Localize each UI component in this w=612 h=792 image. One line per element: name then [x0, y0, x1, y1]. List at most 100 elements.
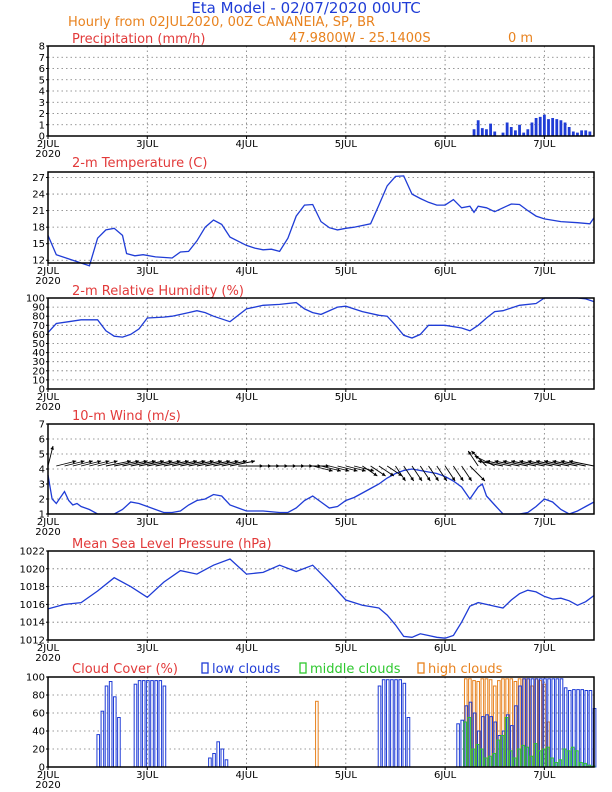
y-tick-label: 3: [39, 480, 45, 491]
y-tick-label: 3: [39, 98, 45, 109]
x-tick-label: 5JUL: [335, 139, 358, 150]
panel-frame: [47, 297, 595, 390]
wind-arrowhead: [337, 468, 341, 472]
panel-title: 2-m Relative Humidity (%): [72, 284, 244, 299]
y-tick-label: 24: [32, 190, 45, 201]
y-tick-label: 60: [32, 330, 45, 341]
x-tick-label: 4JUL: [235, 392, 258, 403]
wind-arrowhead: [353, 468, 358, 472]
legend-swatch: [299, 662, 307, 674]
wind-vector: [568, 460, 595, 467]
y-tick-label: 50: [32, 339, 45, 350]
y-tick-label: 0: [39, 132, 45, 143]
wind-vector: [196, 460, 222, 467]
wind-arrowhead: [176, 459, 181, 464]
y-tick-label: 100: [26, 673, 45, 684]
low-clouds-bar: [117, 717, 121, 768]
legend-label: low clouds: [212, 662, 281, 677]
wind-arrowhead: [72, 460, 77, 464]
wind-arrowhead: [435, 477, 439, 481]
y-tick-label: 40: [32, 727, 45, 738]
low-clouds-bar: [406, 717, 411, 768]
low-clouds-bar: [224, 759, 229, 768]
wind-arrowhead: [426, 477, 431, 481]
y-tick-label: 6: [39, 64, 45, 75]
x-tick-label: 2JUL: [37, 266, 60, 277]
wind-arrowhead: [113, 460, 118, 464]
x-tick-label: 6JUL: [434, 643, 457, 654]
chart-subtitle: Hourly from 02JUL2020, 00Z CANANEIA, SP,…: [68, 15, 375, 30]
x-tick-label: 3JUL: [136, 139, 159, 150]
wind-arrowhead: [443, 477, 447, 481]
wind-arrowhead: [218, 459, 222, 464]
wind-arrowhead: [345, 468, 350, 472]
x-tick-label: 7JUL: [533, 770, 556, 781]
wind-vector: [229, 460, 256, 467]
precip-bar: [472, 129, 476, 136]
wind-arrowhead: [328, 468, 333, 472]
wind-vector: [221, 460, 247, 467]
low-clouds-bar: [154, 680, 158, 768]
low-clouds-bar: [112, 696, 117, 768]
precip-bar: [547, 119, 550, 136]
wind-arrowhead: [478, 459, 482, 464]
x-year-label: 2020: [35, 653, 60, 664]
wind-arrowhead: [535, 459, 540, 464]
mslp-panel: 1012 1014 1016 1018 1020 1022 2JUL 3JUL 4JUL 5JUL…: [20, 537, 595, 664]
wind-arrowhead: [160, 459, 164, 464]
low-clouds-bar: [133, 683, 138, 768]
precip-bar: [514, 130, 517, 136]
low-clouds-bar: [104, 685, 109, 768]
legend-label: high clouds: [428, 662, 503, 677]
chart-title: Eta Model - 02/07/2020 00UTC: [191, 0, 420, 17]
low-clouds-bar: [390, 679, 394, 768]
wind-arrowhead: [373, 472, 378, 476]
y-tick-label: 15: [32, 239, 45, 250]
low-clouds-bar: [551, 678, 556, 768]
panel-frame: [47, 676, 595, 768]
wind-arrowhead: [494, 459, 499, 464]
low-clouds-bar: [394, 679, 398, 768]
wind-arrowhead: [418, 477, 422, 481]
wind-vector: [511, 460, 537, 467]
wind-arrowhead: [151, 459, 156, 464]
x-year-label: 2020: [35, 276, 60, 287]
precip-bar: [538, 116, 542, 136]
wind-panel: 1 2 3 4 5 6 7 2JUL 3JUL 4JUL 5JUL 6JUL 7JUL 2020 10-m …: [35, 409, 595, 538]
y-tick-label: 80: [32, 691, 45, 702]
y-tick-label: 1012: [20, 636, 45, 647]
wind-vector: [155, 460, 181, 467]
wind-arrowhead: [88, 460, 93, 464]
y-tick-label: 60: [32, 709, 45, 720]
x-tick-label: 3JUL: [136, 770, 159, 781]
x-tick-label: 5JUL: [335, 643, 358, 654]
x-year-label: 2020: [35, 527, 60, 538]
wind-vector: [213, 460, 239, 467]
rh-line: [47, 297, 595, 339]
wind-arrowhead: [80, 460, 85, 464]
precip-bar: [567, 127, 571, 136]
y-tick-label: 7: [39, 420, 45, 431]
wind-vector: [535, 460, 561, 467]
y-tick-label: 6: [39, 435, 45, 446]
x-tick-label: 6JUL: [434, 517, 457, 528]
wind-arrowhead: [471, 451, 476, 455]
y-tick-label: 18: [32, 223, 45, 234]
x-tick-label: 2JUL: [37, 770, 60, 781]
wind-vector: [474, 455, 495, 467]
x-year-label: 2020: [35, 402, 60, 413]
wind-arrowhead: [242, 459, 247, 464]
legend-swatch: [201, 662, 209, 674]
wind-arrowhead: [468, 477, 472, 481]
x-tick-label: 2JUL: [37, 139, 60, 150]
wind-vector: [180, 460, 206, 467]
x-tick-label: 7JUL: [533, 643, 556, 654]
x-tick-label: 7JUL: [533, 266, 556, 277]
x-tick-label: 4JUL: [235, 770, 258, 781]
legend-label: middle clouds: [310, 662, 401, 677]
wind-arrowhead: [97, 460, 102, 464]
x-tick-label: 2JUL: [37, 517, 60, 528]
x-tick-label: 4JUL: [235, 139, 258, 150]
low-clouds-bar: [212, 753, 216, 768]
location-coords: 47.9800W - 25.1400S: [289, 31, 431, 46]
